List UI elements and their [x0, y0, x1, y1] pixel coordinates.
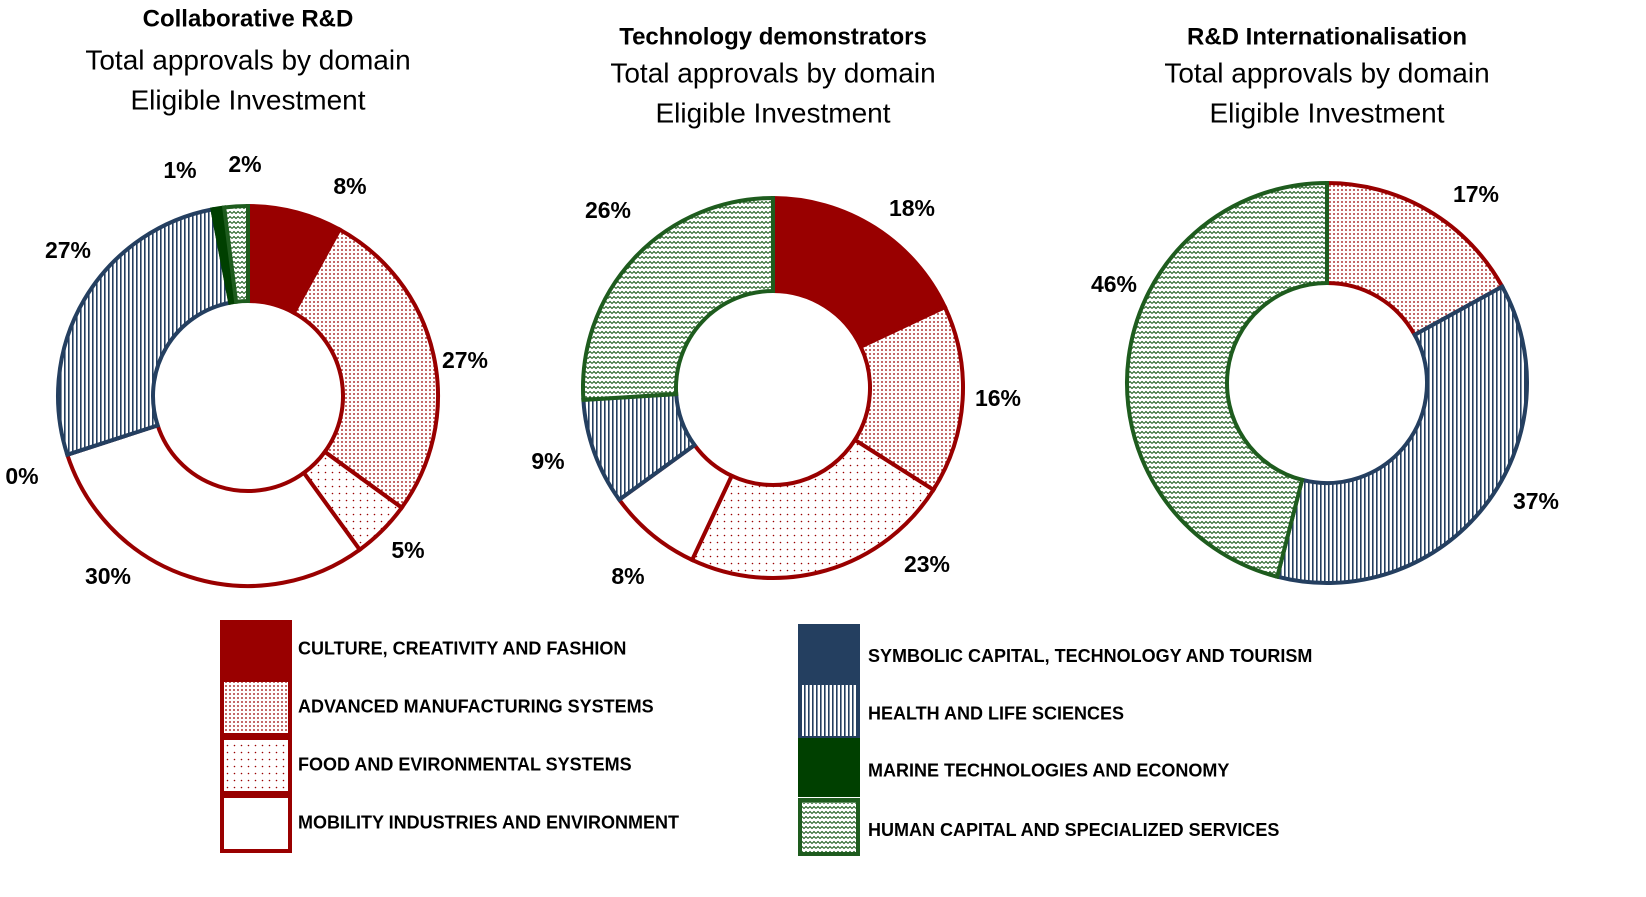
- legend-label: CULTURE, CREATIVITY AND FASHION: [298, 638, 626, 658]
- legend-label: SYMBOLIC CAPITAL, TECHNOLOGY AND TOURISM: [868, 646, 1312, 666]
- chart-subtitle: Eligible Investment: [130, 84, 365, 115]
- legend-label: HEALTH AND LIFE SCIENCES: [868, 703, 1124, 723]
- donut-segment: [771, 195, 948, 350]
- donut-segment: [64, 422, 363, 588]
- legend-swatch: [798, 681, 860, 740]
- donut-segment: [1325, 180, 1505, 338]
- legend-label: MARINE TECHNOLOGIES AND ECONOMY: [868, 760, 1229, 780]
- legend-label: ADVANCED MANUFACTURING SYSTEMS: [298, 696, 654, 716]
- donut-segment: [56, 207, 233, 458]
- data-label: 2%: [228, 151, 261, 177]
- legend-label: MOBILITY INDUSTRIES AND ENVIRONMENT: [298, 812, 679, 832]
- data-label: 27%: [442, 347, 488, 373]
- legend-swatch: [220, 736, 292, 795]
- donut-segment: [291, 226, 440, 511]
- donut-segment: [852, 304, 965, 493]
- data-label: 30%: [85, 563, 131, 589]
- donut-segment: [1125, 180, 1329, 580]
- data-label: 37%: [1513, 488, 1559, 514]
- donut-segment: [689, 437, 937, 580]
- legend-swatch: [220, 794, 292, 853]
- donut-segment: [221, 203, 250, 304]
- legend-swatch: [798, 738, 860, 797]
- legend-label: FOOD AND EVIRONMENTAL SYSTEMS: [298, 754, 632, 774]
- data-label: 5%: [391, 537, 424, 563]
- data-label: 9%: [531, 448, 564, 474]
- legend-swatch: [798, 624, 860, 682]
- chart-subtitle: Total approvals by domain: [610, 57, 935, 88]
- data-label: 46%: [1091, 271, 1137, 297]
- legend-swatch: [798, 798, 860, 856]
- chart-subtitle: Eligible Investment: [1209, 97, 1444, 128]
- chart-title: R&D Internationalisation: [1187, 23, 1467, 50]
- data-label: 18%: [889, 195, 935, 221]
- chart-subtitle: Eligible Investment: [655, 97, 890, 128]
- chart-title: Collaborative R&D: [143, 5, 354, 32]
- data-label: 8%: [333, 173, 366, 199]
- legend-label: HUMAN CAPITAL AND SPECIALIZED SERVICES: [868, 820, 1279, 840]
- chart-title: Technology demonstrators: [619, 23, 927, 50]
- legend-swatch: [220, 620, 292, 679]
- legend-swatch: [220, 678, 292, 737]
- data-label: 8%: [611, 563, 644, 589]
- data-label: 1%: [163, 157, 196, 183]
- chart-subtitle: Total approvals by domain: [85, 44, 410, 75]
- data-label: 26%: [585, 197, 631, 223]
- data-label: 17%: [1453, 181, 1499, 207]
- data-label: 16%: [975, 385, 1021, 411]
- donut-segment: [1274, 283, 1529, 585]
- data-label: 23%: [904, 551, 950, 577]
- data-label: 0%: [5, 463, 38, 489]
- donut-segment: [581, 195, 775, 403]
- data-label: 27%: [45, 237, 91, 263]
- chart-subtitle: Total approvals by domain: [1164, 57, 1489, 88]
